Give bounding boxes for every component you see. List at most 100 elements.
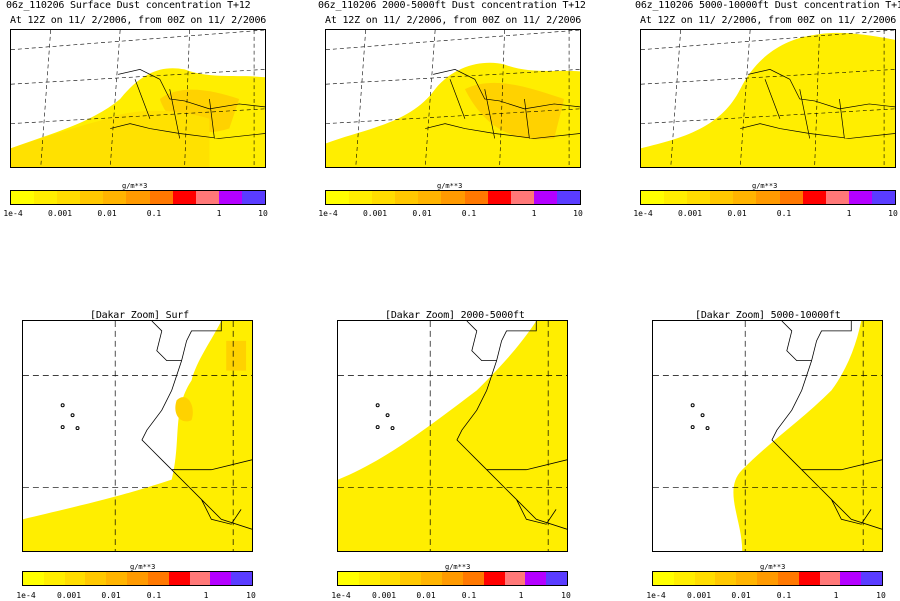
panel4-tick: 10	[246, 591, 256, 600]
panel6-colorbar	[652, 571, 883, 586]
colorbar-swatch	[441, 191, 465, 204]
panel1-tick: 10	[258, 209, 268, 218]
colorbar-swatch	[210, 572, 232, 585]
colorbar-swatch	[23, 572, 44, 585]
panel1-tick: 0.01	[97, 209, 117, 218]
colorbar-swatch	[641, 191, 665, 204]
colorbar-swatch	[756, 191, 780, 204]
panel5-map	[337, 320, 568, 552]
panel5-tick: 0.001	[371, 591, 397, 600]
colorbar-swatch	[106, 572, 128, 585]
colorbar-swatch	[546, 572, 567, 585]
colorbar-swatch	[733, 191, 757, 204]
colorbar-swatch	[349, 191, 373, 204]
panel2-unit-label: g/m**3	[437, 182, 463, 190]
colorbar-swatch	[149, 191, 173, 204]
panel3-tick: 1	[846, 209, 852, 218]
colorbar-swatch	[85, 572, 107, 585]
colorbar-swatch	[871, 191, 896, 204]
colorbar-swatch	[231, 572, 252, 585]
panel6-tick: 10	[876, 591, 886, 600]
panel2-tick: 1	[531, 209, 537, 218]
colorbar-swatch	[861, 572, 882, 585]
panel1-unit-label: g/m**3	[122, 182, 148, 190]
colorbar-swatch	[715, 572, 737, 585]
colorbar-swatch	[126, 191, 150, 204]
colorbar-swatch	[11, 191, 35, 204]
colorbar-swatch	[103, 191, 127, 204]
colorbar-swatch	[802, 191, 826, 204]
colorbar-swatch	[326, 191, 350, 204]
colorbar-swatch	[848, 191, 872, 204]
panel2-colorbar	[325, 190, 581, 205]
panel2-title: 06z_110206 2000-5000ft Dust concentratio…	[318, 0, 586, 11]
panel6-tick: 1e-4	[646, 591, 666, 600]
colorbar-swatch	[736, 572, 758, 585]
colorbar-swatch	[218, 191, 242, 204]
colorbar-swatch	[653, 572, 674, 585]
panel5-tick: 0.01	[416, 591, 436, 600]
panel5-colorbar	[337, 571, 568, 586]
panel5-title: [Dakar Zoom] 2000-5000ft	[385, 310, 525, 321]
panel1-subtitle: At 12Z on 11/ 2/2006, from 00Z on 11/ 2/…	[10, 15, 267, 26]
panel5-tick: 10	[561, 591, 571, 600]
colorbar-swatch	[694, 572, 716, 585]
colorbar-swatch	[504, 572, 526, 585]
colorbar-swatch	[483, 572, 505, 585]
colorbar-swatch	[372, 191, 396, 204]
panel3-tick: 0.01	[727, 209, 747, 218]
colorbar-swatch	[673, 572, 695, 585]
colorbar-swatch	[395, 191, 419, 204]
panel5-tick: 1	[518, 591, 524, 600]
colorbar-swatch	[168, 572, 190, 585]
panel4-colorbar	[22, 571, 253, 586]
colorbar-swatch	[338, 572, 359, 585]
panel2-tick: 0.1	[461, 209, 477, 218]
colorbar-swatch	[464, 191, 488, 204]
colorbar-swatch	[241, 191, 266, 204]
panel3-tick: 1e-4	[633, 209, 653, 218]
colorbar-swatch	[147, 572, 169, 585]
panel1-tick: 1	[216, 209, 222, 218]
panel6-tick: 1	[833, 591, 839, 600]
colorbar-swatch	[189, 572, 211, 585]
colorbar-swatch	[819, 572, 841, 585]
panel1-tick: 0.001	[47, 209, 73, 218]
panel6-tick: 0.01	[731, 591, 751, 600]
panel4-tick: 0.1	[146, 591, 162, 600]
panel2-map	[325, 29, 581, 168]
panel3-subtitle: At 12Z on 11/ 2/2006, from 00Z on 11/ 2/…	[640, 15, 897, 26]
colorbar-swatch	[510, 191, 534, 204]
colorbar-swatch	[462, 572, 484, 585]
panel6-tick: 0.001	[686, 591, 712, 600]
panel3-unit-label: g/m**3	[752, 182, 778, 190]
panel6-title: [Dakar Zoom] 5000-10000ft	[695, 310, 841, 321]
colorbar-swatch	[442, 572, 463, 585]
panel2-tick: 1e-4	[318, 209, 338, 218]
panel4-map	[22, 320, 253, 552]
panel3-map	[640, 29, 896, 168]
panel2-tick: 0.01	[412, 209, 432, 218]
panel6-unit-label: g/m**3	[760, 563, 786, 571]
panel3-title: 06z_110206 5000-10000ft Dust concentrati…	[635, 0, 900, 11]
panel1-title: 06z_110206 Surface Dust concentration T+…	[6, 0, 251, 11]
panel5-unit-label: g/m**3	[445, 563, 471, 571]
panel4-tick: 0.001	[56, 591, 82, 600]
panel4-title: [Dakar Zoom] Surf	[90, 310, 189, 321]
colorbar-swatch	[57, 191, 81, 204]
panel2-tick: 10	[573, 209, 583, 218]
colorbar-swatch	[840, 572, 862, 585]
panel3-tick: 0.1	[776, 209, 792, 218]
colorbar-swatch	[418, 191, 442, 204]
colorbar-swatch	[379, 572, 401, 585]
colorbar-swatch	[779, 191, 803, 204]
panel4-unit-label: g/m**3	[130, 563, 156, 571]
colorbar-swatch	[533, 191, 557, 204]
colorbar-swatch	[777, 572, 799, 585]
colorbar-swatch	[525, 572, 547, 585]
colorbar-swatch	[43, 572, 65, 585]
colorbar-swatch	[798, 572, 820, 585]
colorbar-swatch	[172, 191, 196, 204]
panel2-tick: 0.001	[362, 209, 388, 218]
colorbar-swatch	[358, 572, 380, 585]
